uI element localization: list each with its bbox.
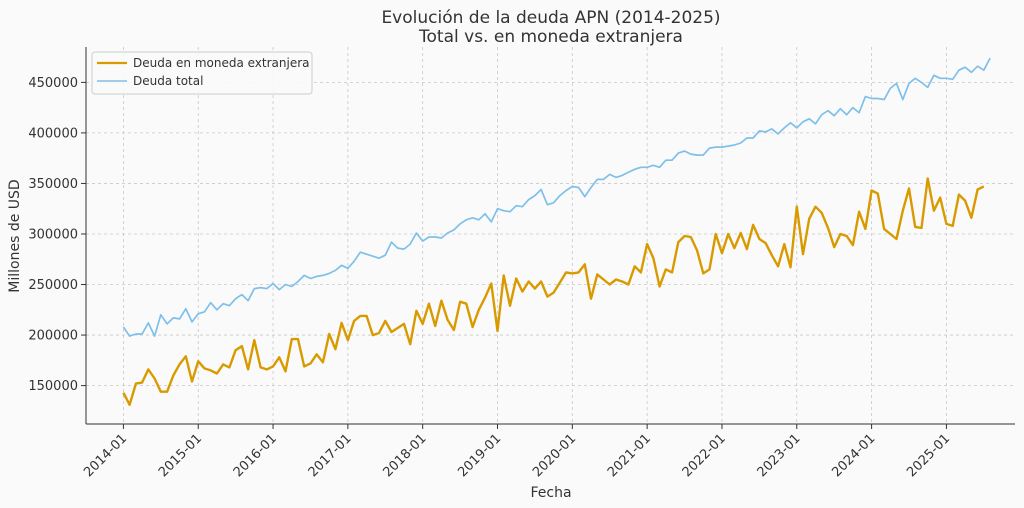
x-axis-label: Fecha — [530, 485, 571, 501]
legend-box — [91, 51, 313, 95]
legend-label-foreign: Deuda en moneda extranjera — [133, 56, 310, 70]
y-axis-label: Millones de USD — [7, 179, 23, 292]
y-tick-label: 400000 — [28, 126, 78, 141]
series-line-total-debt — [122, 57, 991, 337]
chart-title: Evolución de la deuda APN (2014-2025) — [381, 8, 720, 28]
legend-label-total: Deuda total — [133, 74, 203, 88]
y-tick-label: 450000 — [28, 76, 78, 91]
y-tick-label: 300000 — [28, 227, 78, 242]
gridlines — [86, 47, 1015, 424]
series-line-foreign-currency-debt — [122, 177, 985, 406]
y-tick-label: 350000 — [28, 177, 78, 192]
chart-subtitle: Total vs. en moneda extranjera — [418, 27, 683, 47]
y-tick-label: 150000 — [28, 379, 78, 394]
series-layer — [122, 57, 991, 406]
legend: Deuda en moneda extranjera Deuda total — [91, 51, 313, 95]
y-tick-label: 250000 — [28, 278, 78, 293]
y-axis-ticks: 150000 200000 250000 300000 350000 400000 4500… — [28, 76, 86, 394]
y-tick-label: 200000 — [28, 329, 78, 344]
